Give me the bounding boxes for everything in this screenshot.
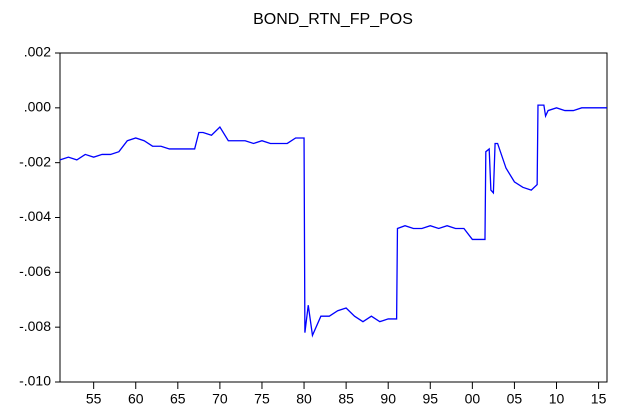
y-tick-label: -.010 xyxy=(19,373,51,389)
x-tick-label: 60 xyxy=(128,391,144,407)
y-tick-label: .000 xyxy=(24,99,51,115)
x-tick-label: 55 xyxy=(86,391,102,407)
x-tick-label: 80 xyxy=(296,391,312,407)
chart-title: BOND_RTN_FP_POS xyxy=(253,11,413,28)
x-tick-label: 05 xyxy=(507,391,523,407)
x-tick-label: 85 xyxy=(338,391,354,407)
data-line xyxy=(59,104,607,338)
x-tick-label: 00 xyxy=(465,391,481,407)
x-tick-label: 90 xyxy=(380,391,396,407)
y-tick-label: -.002 xyxy=(19,153,51,169)
y-tick-label: -.008 xyxy=(19,318,51,334)
y-tick-label: -.006 xyxy=(19,263,51,279)
y-tick-label: .002 xyxy=(24,44,51,60)
plot-frame xyxy=(59,52,608,383)
x-tick-label: 75 xyxy=(254,391,270,407)
y-tick-label: -.004 xyxy=(19,208,51,224)
x-tick-label: 10 xyxy=(549,391,565,407)
x-tick-label: 15 xyxy=(591,391,607,407)
x-tick-label: 70 xyxy=(212,391,228,407)
x-tick-label: 65 xyxy=(170,391,186,407)
x-tick-label: 95 xyxy=(422,391,438,407)
